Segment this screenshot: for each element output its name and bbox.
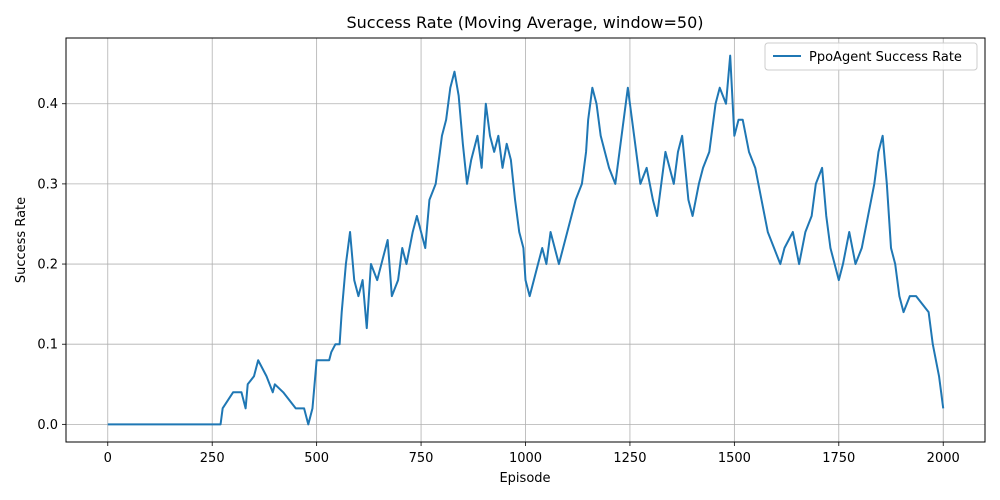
x-axis-ticks: 0 250 500 750 1000 1250 1500 1750 2000 bbox=[104, 442, 960, 466]
x-tick-label: 1500 bbox=[718, 451, 751, 466]
y-gridlines bbox=[66, 103, 985, 425]
y-tick-label: 0.3 bbox=[37, 177, 58, 192]
y-tick-label: 0.4 bbox=[37, 97, 58, 112]
y-tick-label: 0.1 bbox=[37, 338, 58, 353]
x-tick-label: 2000 bbox=[927, 451, 960, 466]
legend-box bbox=[764, 42, 978, 71]
x-tick-label: 250 bbox=[200, 451, 225, 466]
x-tick-label: 500 bbox=[304, 451, 329, 466]
series-line-0 bbox=[107, 54, 945, 426]
x-axis-label: Episode bbox=[499, 471, 550, 486]
y-tick-label: 0.0 bbox=[37, 418, 58, 433]
series-layer bbox=[107, 54, 945, 426]
x-tick-label: 1000 bbox=[509, 451, 542, 466]
chart-title: Success Rate (Moving Average, window=50) bbox=[347, 13, 704, 32]
y-tick-label: 0.2 bbox=[37, 258, 58, 273]
x-tick-label: 750 bbox=[409, 451, 434, 466]
legend-label: PpoAgent Success Rate bbox=[809, 50, 962, 65]
x-tick-label: 0 bbox=[104, 451, 112, 466]
legend: PpoAgent Success Rate bbox=[764, 42, 978, 71]
x-tick-label: 1750 bbox=[822, 451, 855, 466]
y-axis-ticks: 0.0 0.1 0.2 0.3 0.4 bbox=[37, 97, 66, 433]
x-tick-label: 1250 bbox=[613, 451, 646, 466]
y-axis-label: Success Rate bbox=[14, 197, 29, 283]
